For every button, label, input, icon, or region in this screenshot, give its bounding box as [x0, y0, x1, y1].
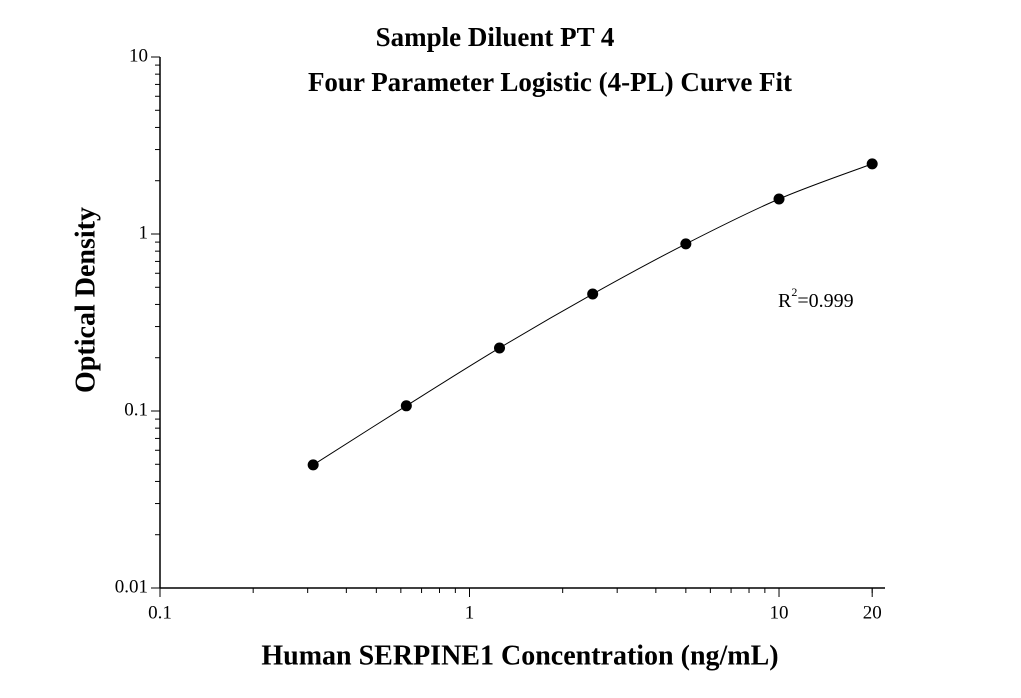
- annotation: R2=0.999: [778, 285, 854, 312]
- x-tick-label: 0.1: [148, 602, 172, 623]
- chart-title: Sample Diluent PT 4: [376, 22, 615, 52]
- data-point: [587, 288, 599, 300]
- data-point: [773, 193, 785, 205]
- annotation-part: R: [778, 290, 792, 312]
- y-tick-label: 1: [139, 222, 149, 243]
- x-tick-label: 20: [863, 602, 882, 623]
- annotation-sup: 2: [791, 285, 797, 299]
- y-tick-label: 0.1: [124, 399, 148, 420]
- annotation-part: =0.999: [797, 290, 853, 312]
- data-point: [400, 400, 412, 412]
- y-tick-label: 10: [129, 45, 148, 66]
- x-axis-label: Human SERPINE1 Concentration (ng/mL): [261, 640, 778, 671]
- x-tick-label: 1: [465, 602, 475, 623]
- x-tick-label: 10: [770, 602, 789, 623]
- fit-curve: [312, 163, 873, 466]
- y-tick-label: 0.01: [115, 576, 148, 597]
- data-point: [680, 238, 692, 250]
- y-axis-label: Optical Density: [70, 207, 101, 393]
- data-point: [494, 342, 506, 354]
- chart-subtitle: Four Parameter Logistic (4-PL) Curve Fit: [308, 67, 792, 97]
- data-point: [866, 158, 878, 170]
- data-point: [307, 459, 319, 471]
